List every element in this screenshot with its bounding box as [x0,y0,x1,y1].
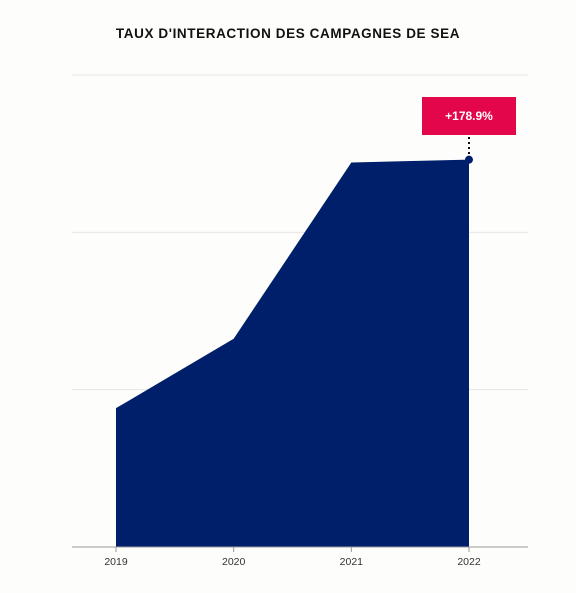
x-axis-ticks: 2019 2020 2021 2022 [104,547,481,568]
annotation-badge [422,97,516,135]
chart-title: TAUX D'INTERACTION DES CAMPAGNES DE SEA [115,26,461,41]
x-tick-label: 2022 [457,556,481,568]
annotation-point [465,155,473,164]
annotation-group: +178.9% [422,97,516,164]
x-tick-label: 2019 [104,556,128,568]
annotation-label: +178.9% [445,109,493,123]
area-series [116,159,469,547]
x-tick-label: 2020 [222,556,246,568]
x-tick-label: 2021 [340,556,364,568]
